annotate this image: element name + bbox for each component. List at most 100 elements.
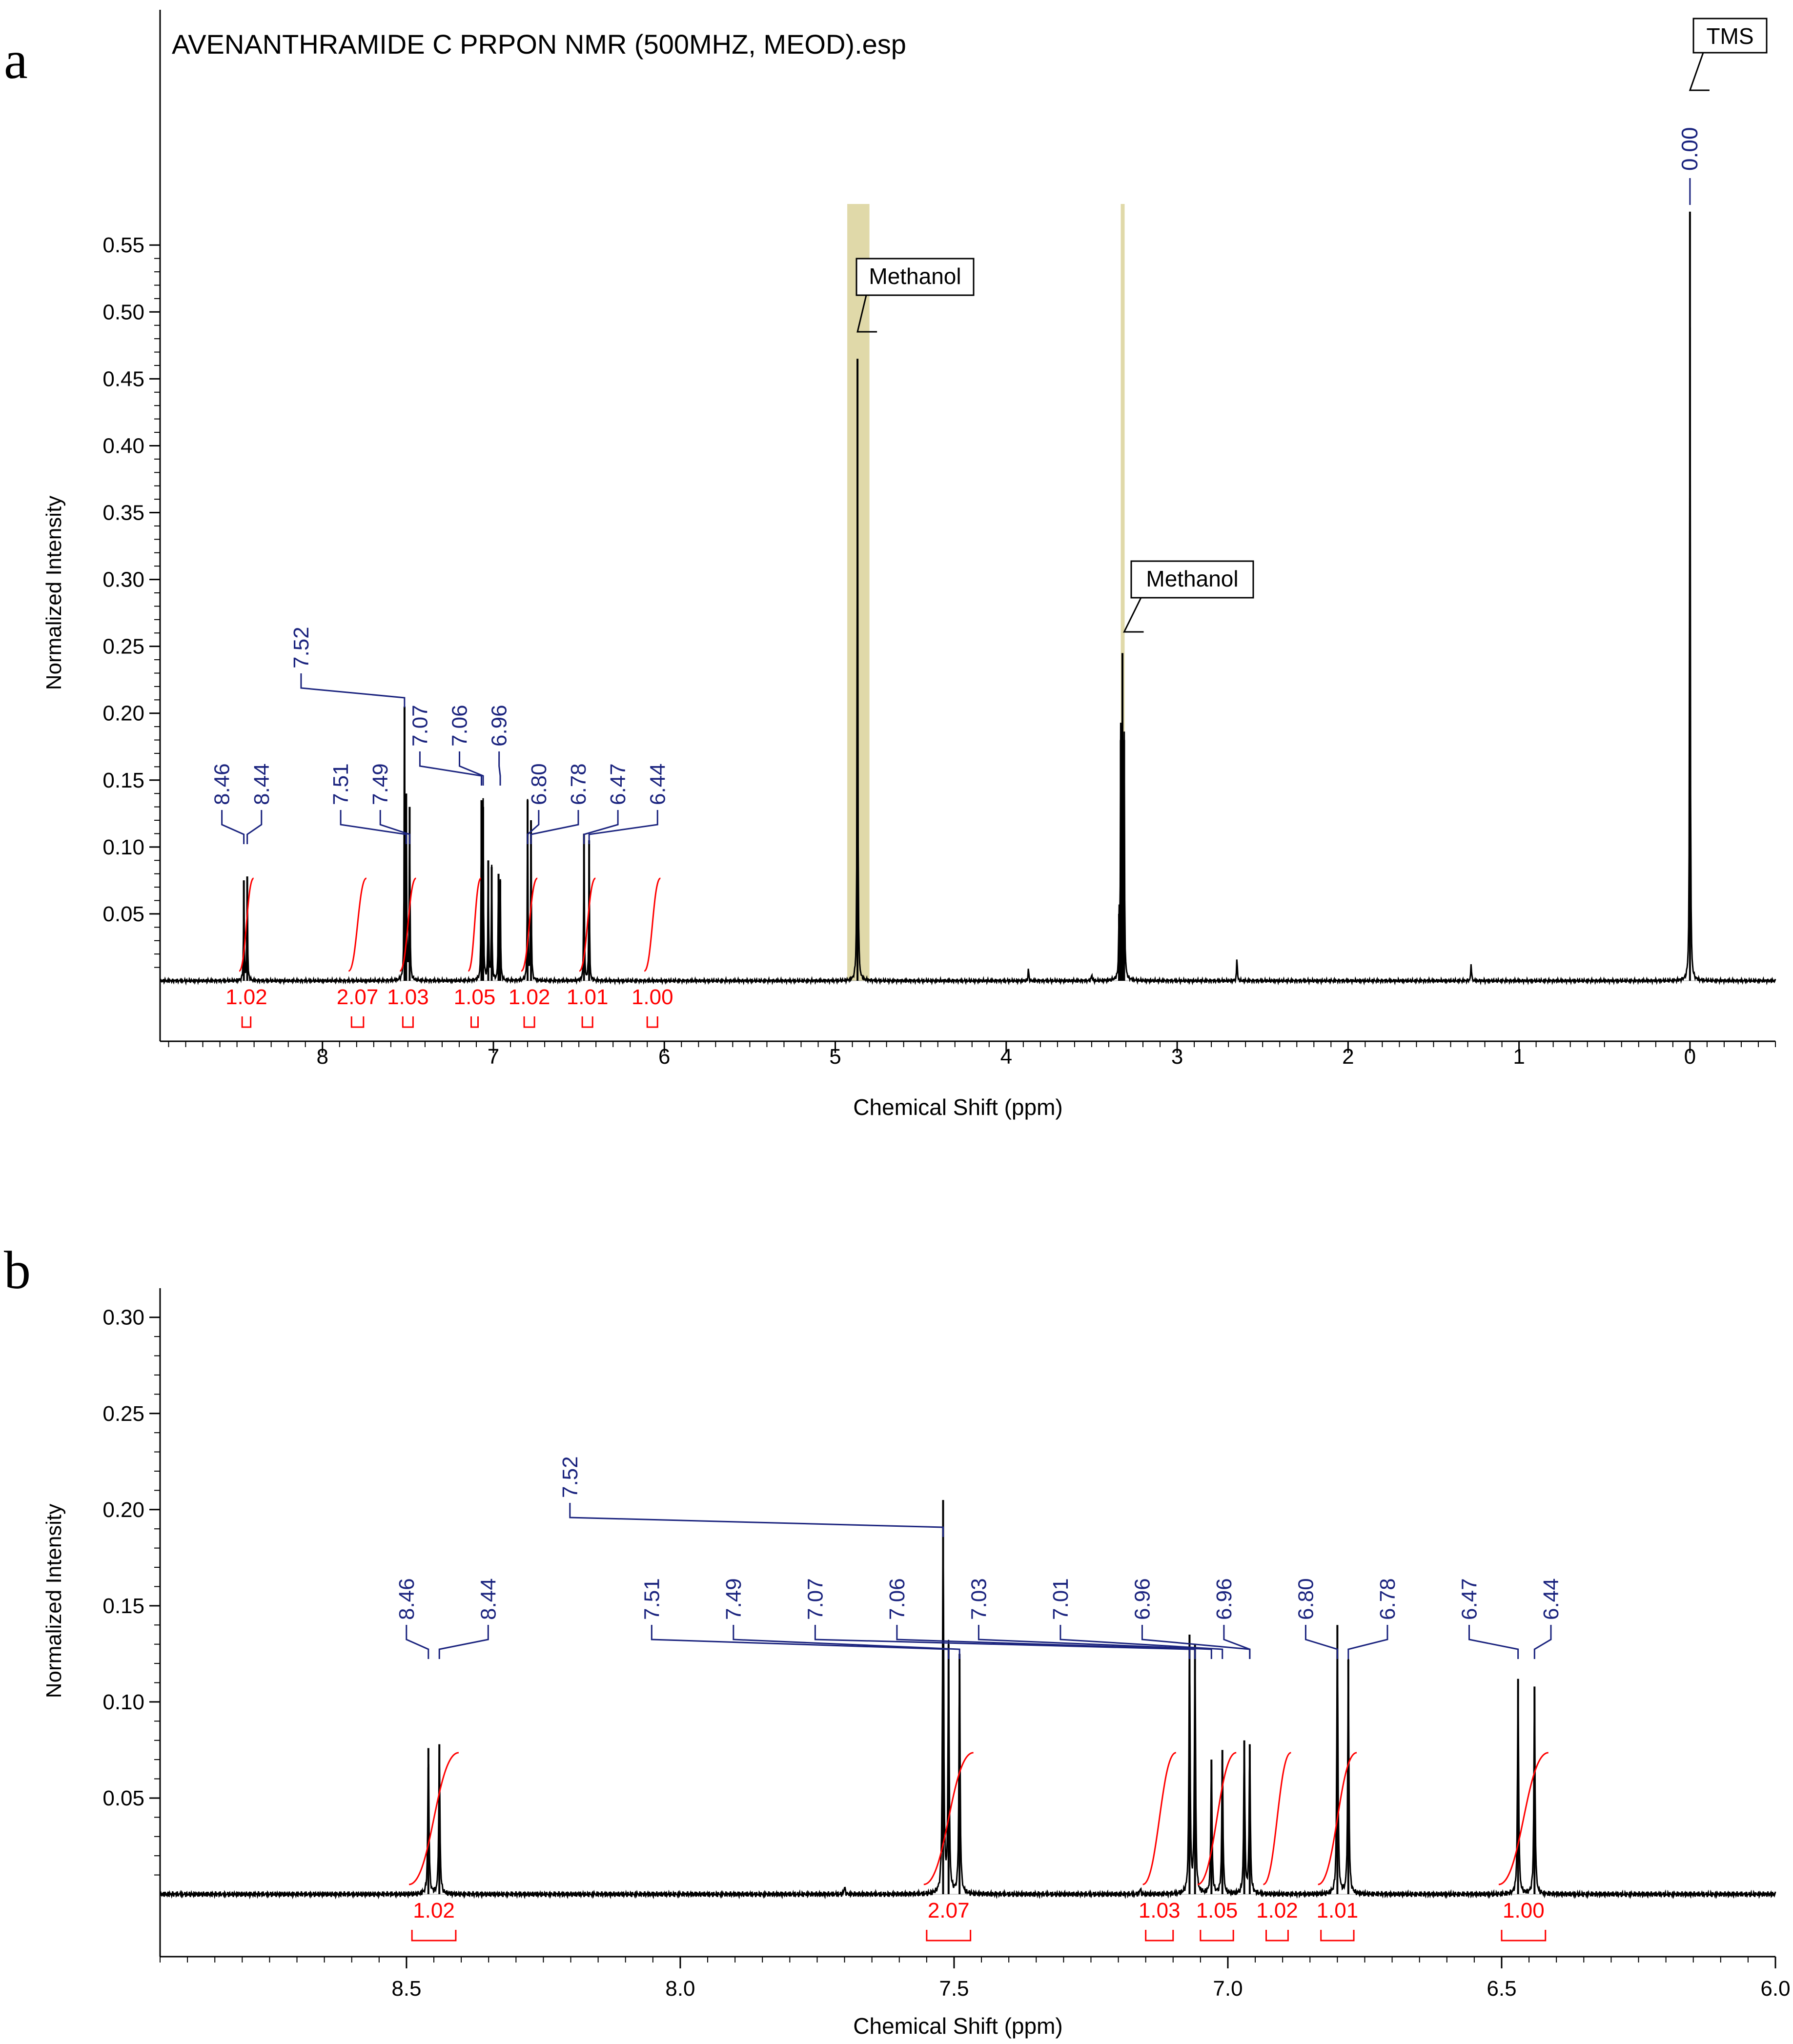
integral-curve [348, 877, 367, 972]
peak-label-leader [1347, 1625, 1388, 1659]
peak-label: 7.49 [722, 1578, 746, 1620]
integral-curve [1498, 1752, 1549, 1885]
integral-value: 2.07 [928, 1899, 970, 1923]
integral-value: 2.07 [337, 985, 379, 1009]
peak-label-leader [498, 751, 501, 786]
integral-curve [923, 1752, 974, 1885]
panel-b-letter: b [4, 1240, 31, 1300]
integral-curve [1263, 1752, 1292, 1885]
peak-label: 8.46 [210, 763, 234, 805]
integral-value: 1.03 [387, 985, 429, 1009]
peak-label: 0.00 [1677, 127, 1702, 171]
y-axis-label: Normalized Intensity [42, 1504, 66, 1699]
integral-bracket [1501, 1930, 1547, 1942]
peak-label-leader [246, 810, 263, 844]
integral-bracket [241, 1016, 252, 1028]
annotation-leader [1123, 597, 1144, 633]
peak-label-leader [978, 1625, 1212, 1659]
peak-label: 7.51 [329, 763, 353, 805]
peak-label: 7.01 [1049, 1578, 1073, 1620]
integral-bracket [402, 1016, 414, 1028]
integral-bracket [1265, 1930, 1289, 1942]
x-tick-label: 6.5 [1487, 1977, 1516, 2001]
integral-bracket [1145, 1930, 1174, 1942]
peak-label-leader [651, 1625, 950, 1659]
x-tick-label: 5 [829, 1045, 841, 1069]
integral-value: 1.05 [454, 985, 496, 1009]
integral-bracket [1200, 1930, 1234, 1942]
peak-label: 7.06 [885, 1578, 909, 1620]
peak-label: 7.51 [640, 1578, 664, 1620]
peak-label: 6.80 [1294, 1578, 1318, 1620]
integral-value: 1.02 [509, 985, 550, 1009]
x-tick-label: 8.0 [665, 1977, 695, 2001]
y-tick-label: 0.45 [102, 367, 144, 391]
peak-label: 6.78 [567, 763, 591, 805]
peak-label: 6.47 [1457, 1578, 1481, 1620]
peak-label: 7.06 [448, 705, 472, 747]
integral-curve [399, 877, 417, 972]
integral-value: 1.00 [1503, 1899, 1545, 1923]
integral-value: 1.02 [413, 1899, 455, 1923]
integral-value: 1.03 [1139, 1899, 1181, 1923]
integral-bracket [581, 1016, 593, 1028]
spectrum-line [159, 327, 1776, 986]
x-tick-label: 3 [1171, 1045, 1183, 1069]
peak-label: 6.78 [1376, 1578, 1400, 1620]
y-tick-label: 0.15 [102, 1594, 144, 1618]
y-tick-label: 0.25 [102, 635, 144, 659]
x-tick-label: 0 [1684, 1045, 1696, 1069]
peak-label-leader [419, 751, 482, 786]
annotation-leader [856, 295, 877, 333]
peak-label-leader [896, 1625, 1196, 1659]
annotation-box [1692, 18, 1768, 54]
integral-value: 1.05 [1196, 1899, 1238, 1923]
panel-a-letter: a [4, 30, 28, 90]
peak-label-leader [569, 1503, 944, 1537]
spectrum-panel-a: 0.05 0.10 0.15 0.20 0.25 0.30 0.35 0.40 0.45 0.50… [42, 10, 1776, 1120]
x-axis-label: Chemical Shift (ppm) [853, 2013, 1062, 2039]
peak-label-leader [340, 810, 407, 844]
integral-curve [238, 877, 255, 972]
peak-label-leader [814, 1625, 1190, 1659]
peak-label: 8.44 [250, 763, 274, 805]
x-tick-label: 2 [1342, 1045, 1354, 1069]
integral-curve [643, 877, 661, 972]
peak-label-leader [583, 810, 619, 844]
peak-label-leader [459, 751, 484, 786]
peak-label-leader [588, 810, 658, 844]
peak-label-leader [300, 673, 406, 708]
annotation-box [1130, 560, 1254, 599]
integral-curve [408, 1752, 459, 1885]
peak-label: 6.96 [488, 705, 511, 747]
x-axis-label: Chemical Shift (ppm) [853, 1094, 1062, 1120]
peak-label-leader [733, 1625, 960, 1659]
integral-value: 1.02 [1256, 1899, 1298, 1923]
x-tick-label: 8 [317, 1045, 328, 1069]
peak-label: 7.03 [967, 1578, 991, 1620]
peak-label-leader [406, 1625, 429, 1659]
peak-label: 8.46 [395, 1578, 419, 1620]
x-tick-label: 7 [488, 1045, 499, 1069]
peak-label: 7.07 [408, 705, 432, 747]
peak-label-leader [438, 1625, 489, 1659]
integral-value: 1.02 [225, 985, 267, 1009]
x-tick-label: 6.0 [1760, 1977, 1790, 2001]
integral-curve [1318, 1752, 1357, 1885]
annotation-label: Methanol [1146, 566, 1238, 591]
integral-bracket [470, 1016, 479, 1028]
integral-curve [520, 877, 538, 972]
y-tick-label: 0.05 [102, 1786, 144, 1810]
x-tick-label: 7.5 [939, 1977, 969, 2001]
peak-label: 7.49 [368, 763, 392, 805]
peak-label-leader [1304, 1625, 1338, 1659]
peak-label-leader [1468, 1625, 1519, 1659]
peak-label: 7.07 [803, 1578, 827, 1620]
integral-value: 1.00 [632, 985, 673, 1009]
solvent-highlight [1121, 204, 1125, 981]
y-axis-label: Normalized Intensity [42, 496, 66, 690]
integral-bracket [646, 1016, 658, 1028]
y-tick-label: 0.55 [102, 233, 144, 257]
x-tick-label: 4 [1000, 1045, 1012, 1069]
